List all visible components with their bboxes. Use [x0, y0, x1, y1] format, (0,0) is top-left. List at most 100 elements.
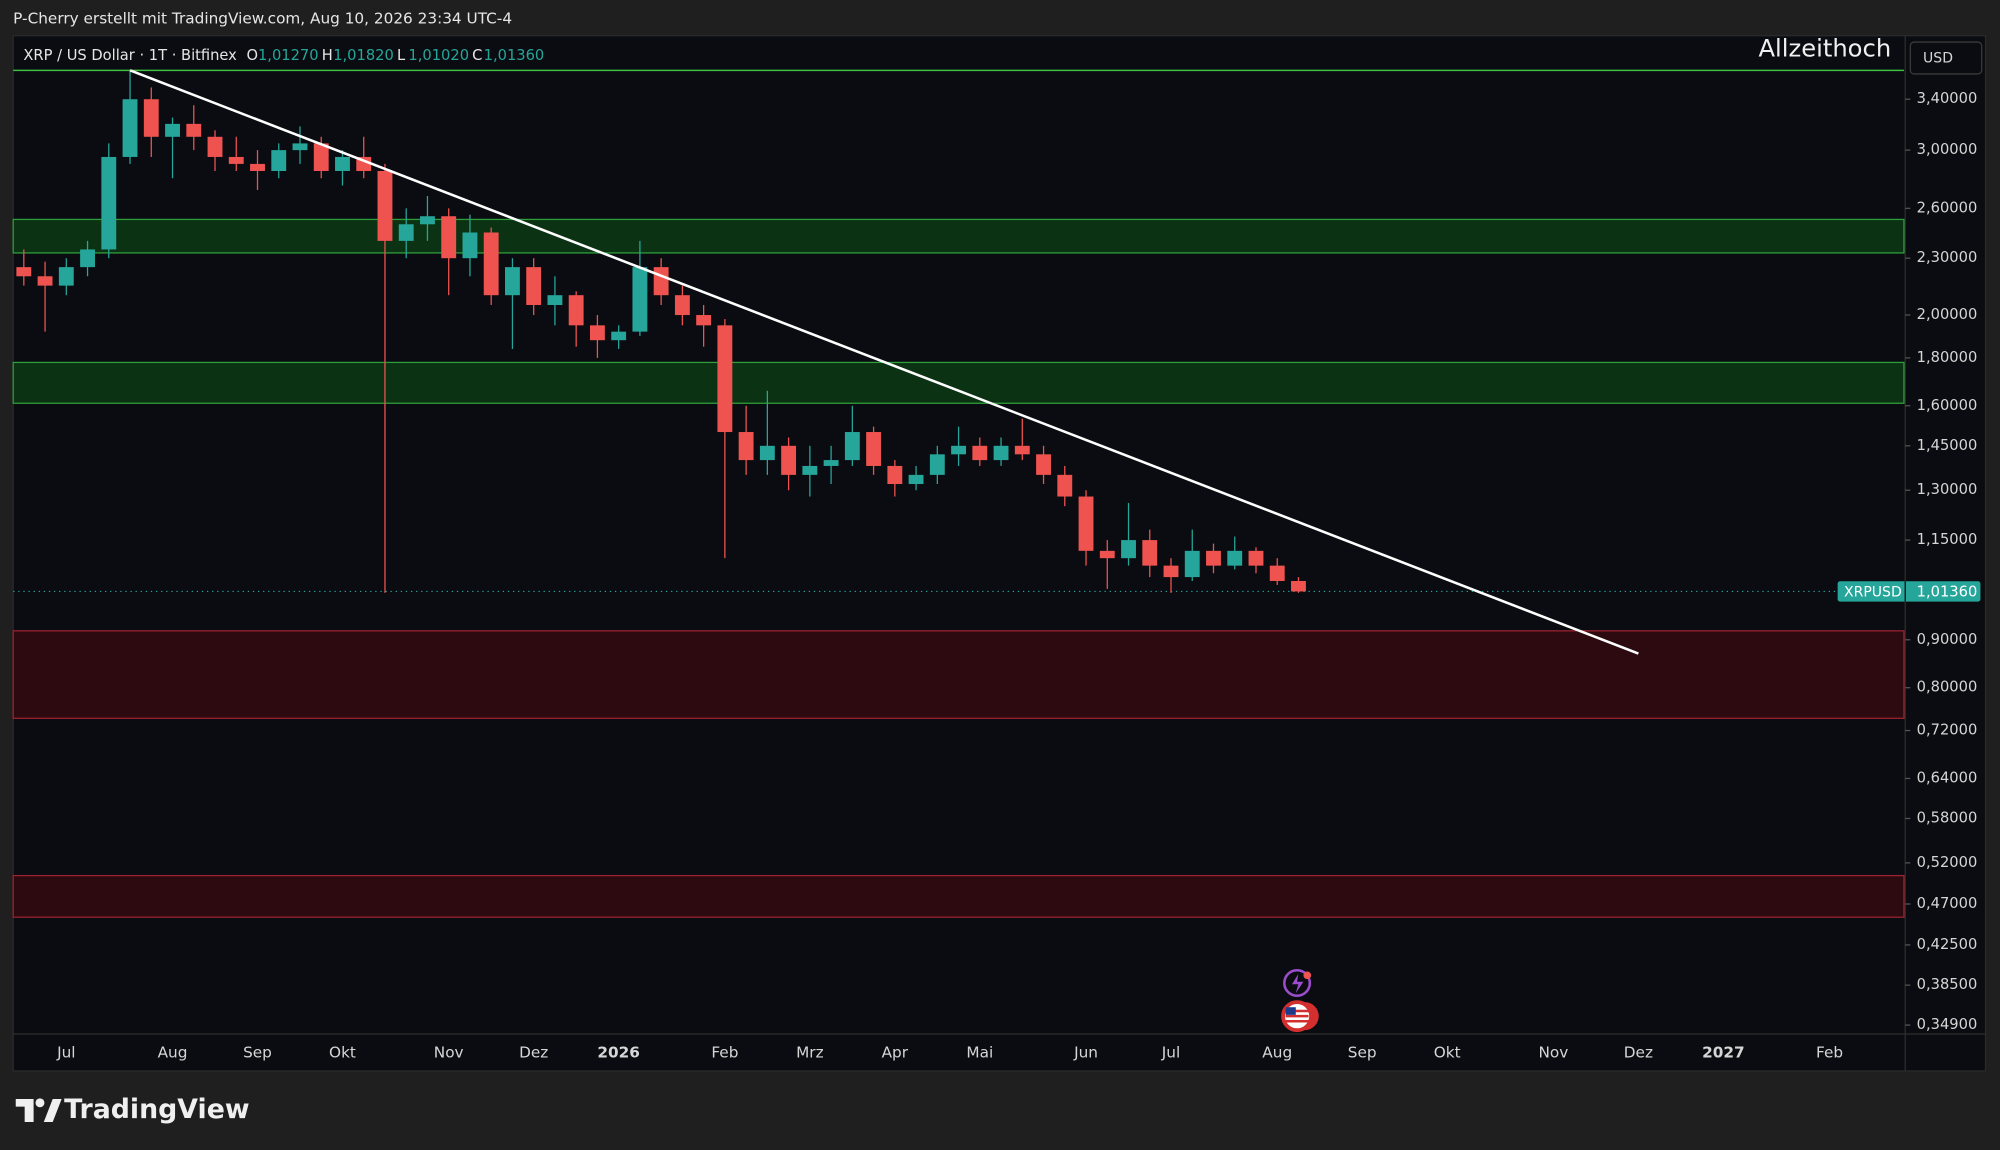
logo-part	[43, 1099, 62, 1122]
x-tick-label: Apr	[882, 1044, 909, 1062]
y-tick-label: 1,45000	[1917, 437, 1978, 454]
brand-name: TradingView	[64, 1094, 249, 1125]
candle-body	[611, 331, 627, 341]
ohlc-key: O	[247, 47, 259, 64]
candle-body	[313, 143, 329, 171]
last-price-badge	[1837, 581, 1981, 602]
x-tick-label: Aug	[1262, 1044, 1292, 1062]
candle-body	[420, 216, 435, 225]
x-tick-label: Jul	[56, 1044, 75, 1062]
x-tick-label: Sep	[243, 1044, 272, 1062]
y-tick-label: 2,60000	[1917, 199, 1978, 216]
x-tick-label: Nov	[1538, 1044, 1568, 1062]
candle-body	[80, 249, 95, 268]
candle-body	[972, 445, 988, 461]
ohlc-value: 1,01270	[258, 47, 319, 64]
zone	[12, 630, 1905, 719]
candle-body	[929, 454, 945, 475]
currency-label: USD	[1923, 51, 1953, 67]
x-tick-label: Okt	[1434, 1044, 1461, 1062]
y-tick-label: 0,38500	[1917, 976, 1978, 993]
candle-body	[568, 295, 584, 326]
event-icon[interactable]	[1283, 968, 1312, 998]
ohlc-key: L	[397, 47, 406, 64]
candle-body	[1057, 474, 1073, 497]
y-tick-label: 1,60000	[1917, 397, 1978, 414]
brand-logo	[15, 1098, 62, 1122]
x-tick-label: Jun	[1073, 1044, 1098, 1062]
candle-body	[101, 156, 117, 250]
x-tick-label: Okt	[329, 1044, 356, 1062]
ohlc-key: H	[322, 47, 333, 64]
x-tick-label: Jul	[1161, 1044, 1180, 1062]
candle-body	[696, 315, 712, 326]
candle-body	[993, 445, 1009, 461]
candle-body	[250, 163, 265, 171]
candle-body	[1227, 550, 1243, 566]
candle-body	[547, 295, 563, 305]
logo-part	[35, 1098, 45, 1108]
x-tick-label: Mai	[966, 1044, 993, 1062]
candle-body	[377, 170, 393, 241]
last-price-label: 1,01360	[1917, 584, 1978, 601]
currency-button[interactable]	[1909, 41, 1983, 75]
x-tick-label: Aug	[158, 1044, 188, 1062]
candle-body	[504, 267, 520, 296]
candle-body	[844, 432, 860, 461]
candle-body	[674, 295, 690, 316]
candle-body	[37, 276, 53, 286]
candle-body	[1121, 540, 1136, 559]
event-dot	[1303, 971, 1312, 980]
logo-part	[15, 1099, 34, 1122]
x-tick-label: Nov	[434, 1044, 464, 1062]
candle-body	[1099, 550, 1115, 559]
x-tick-label: Mrz	[796, 1044, 824, 1062]
y-tick-label: 1,80000	[1917, 349, 1978, 366]
y-tick-label: 0,64000	[1917, 769, 1978, 786]
candle-body	[271, 150, 287, 171]
y-tick-label: 2,30000	[1917, 249, 1978, 266]
y-tick-label: 0,72000	[1917, 722, 1978, 739]
x-tick-label: 2027	[1702, 1044, 1745, 1062]
candle-body	[653, 267, 669, 296]
candle-body	[526, 267, 542, 305]
ohlc-value: 1,01820	[333, 47, 394, 64]
event-icon-bolt	[1291, 974, 1304, 994]
y-tick-label: 3,40000	[1917, 90, 1978, 107]
candle-body	[483, 232, 499, 296]
x-tick-label: Dez	[519, 1044, 548, 1062]
ohlc-key: C	[472, 47, 482, 64]
zone	[12, 361, 1905, 404]
candle-body	[335, 156, 350, 171]
x-tick-label: Sep	[1348, 1044, 1377, 1062]
y-tick-label: 0,47000	[1917, 895, 1978, 912]
symbol-title: XRP / US Dollar · 1T · Bitfinex	[23, 47, 237, 64]
candle-body	[589, 325, 605, 341]
last-price-name: XRPUSD	[1844, 585, 1902, 601]
x-tick-label: 2026	[597, 1044, 640, 1062]
candle-body	[58, 267, 74, 286]
candle-body	[165, 123, 180, 137]
candle-body	[1078, 496, 1094, 551]
header-text: P-Cherry erstellt mit TradingView.com, A…	[13, 10, 512, 28]
candle-body	[228, 156, 244, 164]
candle-body	[1184, 550, 1200, 578]
ohlc-value: 1,01360	[484, 47, 545, 64]
candle-body	[908, 474, 924, 485]
y-tick-label: 0,42500	[1917, 936, 1978, 953]
y-tick-label: 0,58000	[1917, 809, 1978, 826]
candle-body	[632, 267, 648, 332]
candle-body	[143, 99, 159, 137]
y-tick-label: 0,90000	[1917, 631, 1978, 648]
zone	[12, 874, 1905, 918]
candle-body	[951, 445, 966, 455]
y-tick-label: 0,34900	[1917, 1016, 1978, 1033]
candle-body	[441, 216, 457, 259]
candle-body	[759, 445, 775, 461]
candle-body	[1269, 565, 1285, 581]
y-tick-label: 0,52000	[1917, 854, 1978, 871]
candle-body	[1163, 565, 1179, 578]
candle-body	[1014, 445, 1030, 455]
